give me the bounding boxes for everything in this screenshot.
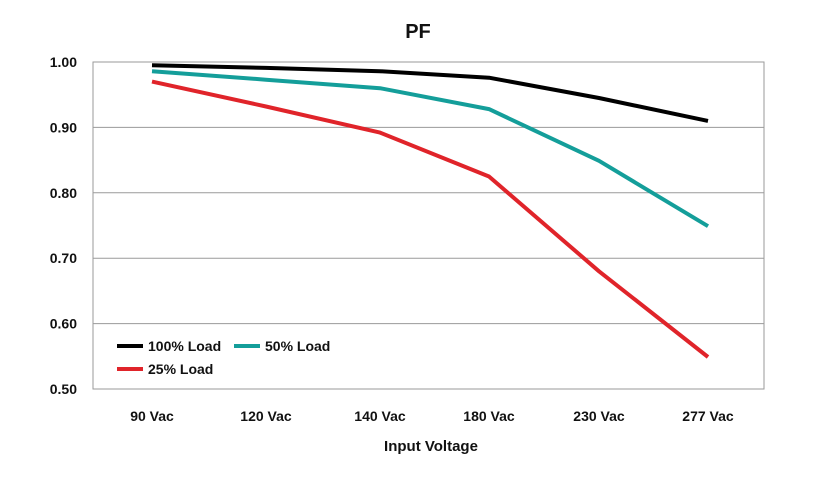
series-lines [151,63,710,359]
x-tick-label: 120 Vac [240,408,292,424]
x-tick-label: 90 Vac [130,408,174,424]
x-axis-label: Input Voltage [384,438,478,455]
x-axis-ticks: 90 Vac 120 Vac 140 Vac 180 Vac 230 Vac 277 Va… [130,408,734,424]
legend-label: 100% Load [148,338,221,354]
series-line-0 [151,63,709,123]
legend-label: 50% Load [265,338,330,354]
y-tick-label: 0.50 [50,381,77,397]
y-tick-label: 0.60 [50,316,77,332]
y-tick-label: 0.80 [50,185,77,201]
y-tick-label: 1.00 [50,54,77,70]
y-axis-ticks: 0.50 0.60 0.70 0.80 0.90 1.00 [50,54,77,397]
x-tick-label: 230 Vac [573,408,625,424]
x-tick-label: 180 Vac [463,408,515,424]
y-tick-label: 0.70 [50,250,77,266]
gridlines [93,126,764,325]
x-tick-label: 277 Vac [682,408,734,424]
series-line-1 [151,69,710,228]
legend-label: 25% Load [148,361,213,377]
x-tick-label: 140 Vac [354,408,406,424]
plot-area-border [92,61,765,390]
chart-title: PF [405,21,431,43]
legend: 100% Load 50% Load 25% Load [117,338,330,377]
y-tick-label: 0.90 [50,119,77,135]
series-line-2 [151,79,710,359]
